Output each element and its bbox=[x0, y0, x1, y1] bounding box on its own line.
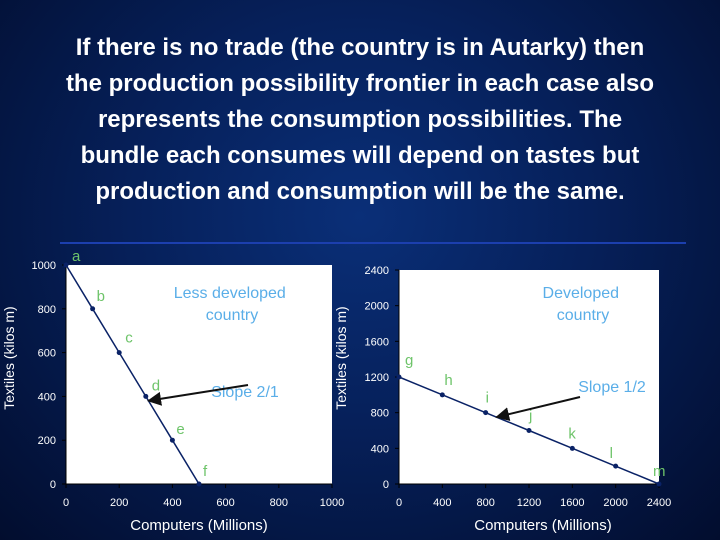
x-ticks-right: 0 400 800 1200 1600 2000 2400 bbox=[396, 484, 671, 509]
point-a bbox=[63, 262, 69, 268]
x-tick-label: 2400 bbox=[647, 497, 671, 509]
point-g bbox=[396, 374, 402, 380]
y-tick-label: 1200 bbox=[365, 372, 389, 384]
slope-label-right: Slope 1/2 bbox=[578, 379, 646, 396]
y-tick-label: 0 bbox=[50, 479, 56, 491]
point-label-d: d bbox=[152, 377, 160, 394]
y-tick-label: 2000 bbox=[365, 301, 389, 313]
y-ticks-left: 0 200 400 600 800 1000 bbox=[32, 260, 66, 491]
x-ticks-left: 0 200 400 600 800 1000 bbox=[63, 484, 344, 509]
point-label-m: m bbox=[653, 463, 666, 480]
x-tick-label: 800 bbox=[476, 497, 494, 509]
point-k bbox=[569, 445, 575, 451]
y-tick-label: 2400 bbox=[365, 265, 389, 277]
point-label-c: c bbox=[125, 330, 133, 347]
ppf-line-left bbox=[65, 264, 200, 485]
point-label-b: b bbox=[97, 288, 105, 305]
y-axis-label-left: Textiles (kilos m) bbox=[1, 306, 17, 409]
x-tick-label: 0 bbox=[396, 497, 402, 509]
annotation-line-1: Developed bbox=[543, 285, 620, 302]
x-tick-label: 1600 bbox=[560, 497, 584, 509]
chart-developed: 0 400 800 1200 1600 2000 2400 0 400 800 1200 1600 2… bbox=[333, 265, 671, 534]
point-d bbox=[143, 393, 149, 399]
x-tick-label: 2000 bbox=[603, 497, 627, 509]
chart-less-developed: 0 200 400 600 800 1000 0 200 400 600 800 1000 a b c d… bbox=[1, 248, 344, 534]
y-tick-label: 800 bbox=[38, 304, 56, 316]
y-tick-label: 400 bbox=[371, 443, 389, 455]
point-label-j: j bbox=[528, 408, 532, 425]
point-l bbox=[613, 463, 619, 469]
plot-area-right bbox=[399, 270, 659, 484]
x-tick-label: 1200 bbox=[517, 497, 541, 509]
point-label-i: i bbox=[486, 390, 489, 407]
y-axis-label-right: Textiles (kilos m) bbox=[333, 306, 349, 409]
slide-title: If there is no trade (the country is in … bbox=[65, 34, 655, 205]
point-e bbox=[169, 437, 175, 443]
annotation-developed: Developed country bbox=[543, 285, 624, 324]
point-label-e: e bbox=[176, 421, 184, 438]
point-label-f: f bbox=[203, 463, 208, 480]
point-c bbox=[116, 350, 122, 356]
x-tick-label: 600 bbox=[216, 497, 234, 509]
y-tick-label: 400 bbox=[38, 391, 56, 403]
point-f bbox=[196, 481, 202, 487]
point-b bbox=[90, 306, 96, 312]
annotation-line-2: country bbox=[206, 307, 258, 324]
points-left: a b c d e f bbox=[63, 248, 208, 487]
point-i bbox=[483, 410, 489, 416]
annotation-line-1: Less developed bbox=[174, 285, 286, 302]
x-tick-label: 800 bbox=[270, 497, 288, 509]
x-tick-label: 400 bbox=[433, 497, 451, 509]
y-tick-label: 800 bbox=[371, 408, 389, 420]
point-label-l: l bbox=[610, 445, 613, 462]
point-j bbox=[526, 428, 532, 433]
x-tick-label: 0 bbox=[63, 497, 69, 509]
x-tick-label: 400 bbox=[163, 497, 181, 509]
annotation-less-developed: Less developed country bbox=[174, 285, 291, 324]
point-h bbox=[439, 392, 445, 398]
point-label-a: a bbox=[72, 248, 81, 265]
slope-label-left: Slope 2/1 bbox=[211, 384, 279, 401]
y-tick-label: 1600 bbox=[365, 336, 389, 348]
x-tick-label: 200 bbox=[110, 497, 128, 509]
point-label-g: g bbox=[405, 352, 413, 369]
x-axis-label-right: Computers (Millions) bbox=[474, 517, 612, 534]
y-ticks-right: 0 400 800 1200 1600 2000 2400 bbox=[365, 265, 399, 491]
y-tick-label: 600 bbox=[38, 348, 56, 360]
points-right: g h i j k l m bbox=[396, 352, 666, 487]
y-tick-label: 1000 bbox=[32, 260, 56, 272]
point-label-h: h bbox=[444, 372, 452, 389]
plot-area-left bbox=[66, 265, 332, 484]
point-label-k: k bbox=[568, 425, 576, 442]
y-tick-label: 0 bbox=[383, 479, 389, 491]
y-tick-label: 200 bbox=[38, 435, 56, 447]
point-m bbox=[656, 481, 662, 487]
annotation-line-2: country bbox=[557, 307, 609, 324]
slope-arrow-left bbox=[147, 384, 249, 406]
title-divider bbox=[60, 242, 686, 244]
x-axis-label-left: Computers (Millions) bbox=[130, 517, 268, 534]
slope-arrow-right bbox=[495, 396, 581, 421]
x-tick-label: 1000 bbox=[320, 497, 344, 509]
